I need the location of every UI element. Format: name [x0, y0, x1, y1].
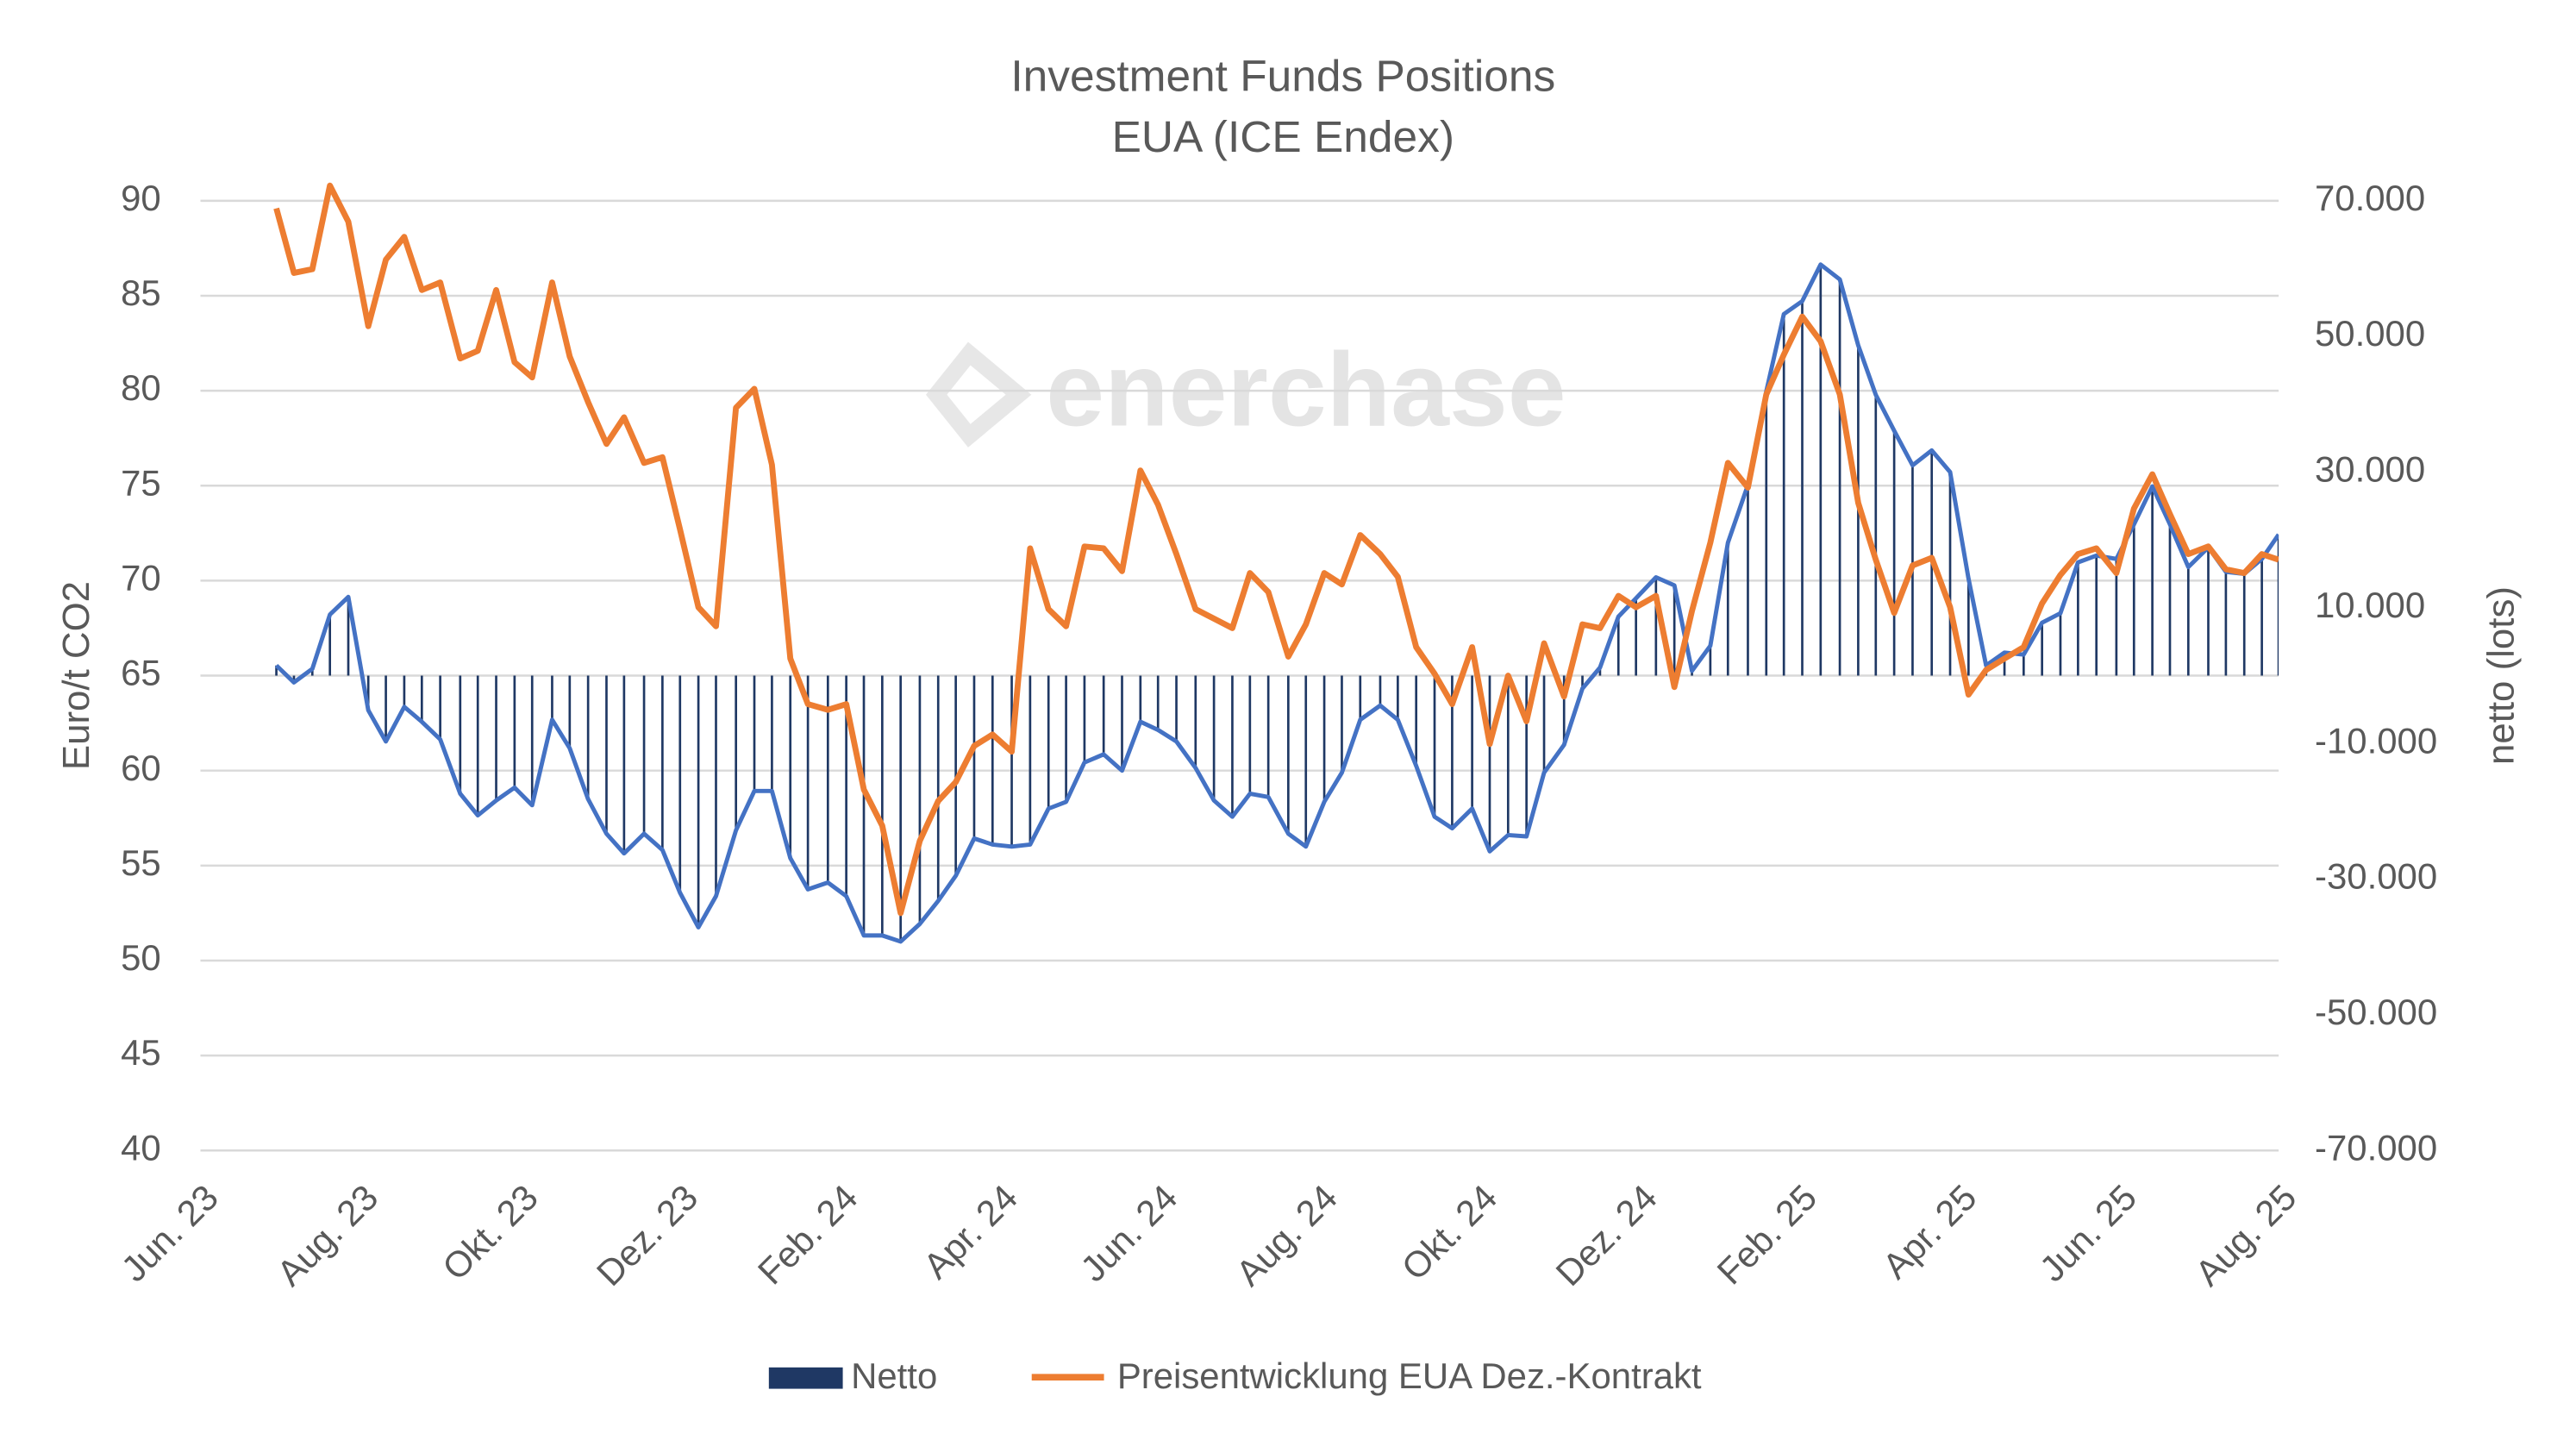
- y-tick-label: 85: [121, 272, 161, 313]
- y2-tick-label: 30.000: [2315, 449, 2425, 490]
- chart-subtitle: EUA (ICE Endex): [1112, 111, 1454, 161]
- y2-tick-label: -70.000: [2315, 1127, 2437, 1168]
- y-tick-label: 45: [121, 1032, 161, 1073]
- y2-tick-label: 50.000: [2315, 313, 2425, 354]
- legend-label: Preisentwicklung EUA Dez.-Kontrakt: [1117, 1355, 1702, 1396]
- legend-swatch: [768, 1367, 843, 1389]
- y2-tick-label: -50.000: [2315, 992, 2437, 1032]
- y2-tick-label: 10.000: [2315, 585, 2425, 625]
- watermark-logo: [925, 341, 1032, 448]
- y-tick-label: 50: [121, 937, 161, 978]
- legend-label: Netto: [851, 1355, 937, 1396]
- y-axis-label: Euro/t CO2: [55, 581, 97, 770]
- plot-area: [273, 182, 2279, 944]
- y-tick-label: 60: [121, 748, 161, 788]
- y2-tick-label: -10.000: [2315, 720, 2437, 761]
- y2-tick-label: -30.000: [2315, 856, 2437, 897]
- y-tick-label: 80: [121, 367, 161, 408]
- y2-tick-label: 70.000: [2315, 178, 2425, 218]
- y-tick-label: 70: [121, 557, 161, 598]
- y-tick-label: 40: [121, 1127, 161, 1168]
- line: [274, 262, 2279, 944]
- y-tick-label: 55: [121, 842, 161, 883]
- legend: Netto Preisentwicklung EUA Dez.-Kontrakt: [768, 1355, 1702, 1396]
- chart-title: Investment Funds Positions: [1010, 50, 1555, 100]
- y-tick-label: 90: [121, 178, 161, 218]
- y-tick-label: 65: [121, 653, 161, 693]
- watermark: enerchase: [1046, 331, 1566, 448]
- y2-axis-label: netto (lots): [2480, 586, 2523, 765]
- line: [273, 182, 2279, 917]
- y-tick-label: 75: [121, 462, 161, 503]
